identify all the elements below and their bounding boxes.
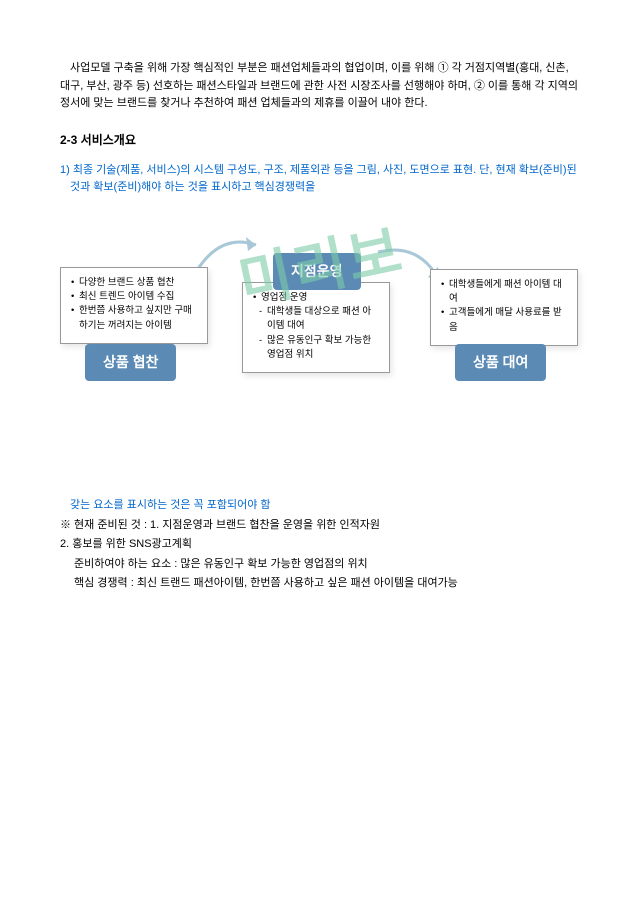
box-rental: 대학생들에게 패션 아이템 대여 고객들에게 매달 사용료를 받음 상품 대여	[430, 269, 578, 346]
bottom-section: 갖는 요소를 표시하는 것은 꼭 포함되어야 함 ※ 현재 준비된 것 : 1.…	[60, 497, 580, 593]
core-competency-line: 핵심 경쟁력 : 최신 트랜드 패션아이템, 한번쯤 사용하고 싶은 패션 아이…	[60, 575, 580, 593]
section-heading: 2-3 서비스개요	[60, 131, 580, 148]
prepared-line-1: ※ 현재 준비된 것 : 1. 지점운영과 브랜드 협찬을 운영을 위한 인적자…	[60, 517, 580, 535]
intro-paragraph: 사업모델 구축을 위해 가장 핵심적인 부분은 패션업체들과의 협업이며, 이를…	[60, 60, 580, 113]
box2-subitem: 많은 유동인구 확보 가능한 영업점 위치	[253, 334, 379, 363]
box1-item: 한번쯤 사용하고 싶지만 구매하기는 꺼려지는 아이템	[71, 304, 197, 333]
blue-instruction-1: 1) 최종 기술(제품, 서비스)의 시스템 구성도, 구조, 제품외관 등을 …	[60, 162, 580, 197]
box3-item: 대학생들에게 패션 아이템 대여	[441, 278, 567, 307]
bottom-blue-note: 갖는 요소를 표시하는 것은 꼭 포함되어야 함	[60, 497, 580, 515]
box1-item: 다양한 브랜드 상품 협찬	[71, 276, 197, 290]
box1-item: 최신 트렌드 아이템 수집	[71, 290, 197, 304]
box-sponsorship: 다양한 브랜드 상품 협찬 최신 트렌드 아이템 수집 한번쯤 사용하고 싶지만…	[60, 267, 208, 344]
prepared-line-2: 2. 홍보를 위한 SNS광고계획	[60, 536, 580, 554]
box2-label: 지점운영	[273, 253, 361, 290]
flow-diagram: 다양한 브랜드 상품 협찬 최신 트렌드 아이템 수집 한번쯤 사용하고 싶지만…	[60, 227, 580, 457]
need-prepare-line: 준비하여야 하는 요소 : 많은 유동인구 확보 가능한 영업점의 위치	[60, 556, 580, 574]
box-operation: 지점운영 영업점 운영 대학생들 대상으로 패션 아이템 대여 많은 유동인구 …	[242, 282, 390, 373]
box3-label: 상품 대여	[455, 344, 546, 381]
box2-item: 영업점 운영	[253, 291, 379, 305]
box1-label: 상품 협찬	[85, 344, 176, 381]
box2-subitem: 대학생들 대상으로 패션 아이템 대여	[253, 305, 379, 334]
box3-item: 고객들에게 매달 사용료를 받음	[441, 306, 567, 335]
